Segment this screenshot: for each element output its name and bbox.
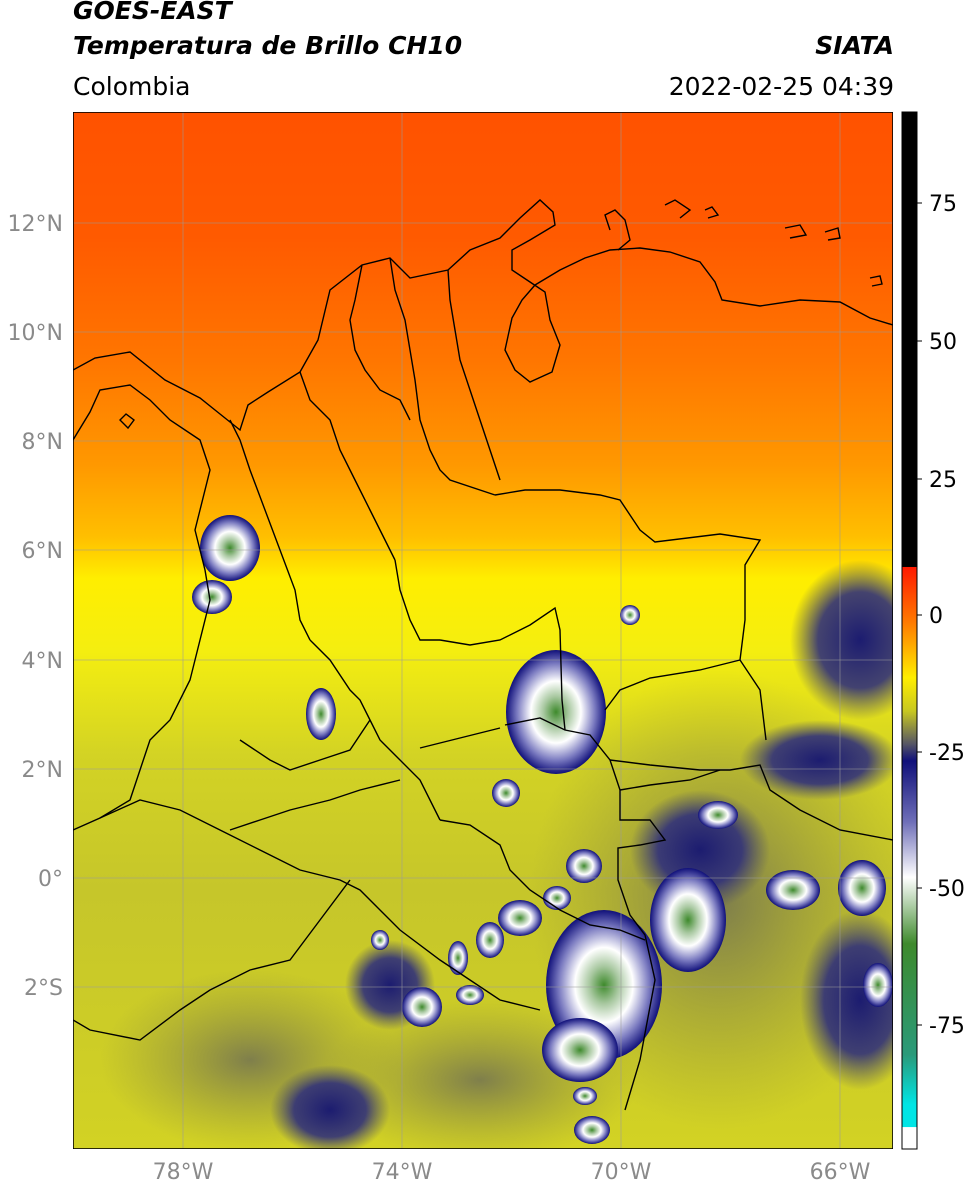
title-line1: GOES-EAST (73, 0, 232, 25)
gridlines (73, 112, 893, 1149)
lat-tick-label: 2°S (24, 976, 63, 1001)
longitude-ticks: 78°W 74°W 70°W 66°W (153, 1160, 871, 1185)
satellite-imagery (73, 112, 893, 1149)
lat-tick-label: 4°N (22, 649, 63, 674)
latitude-ticks: 12°N 10°N 8°N 6°N 4°N 2°N 0° 2°S (8, 212, 63, 1001)
colorbar-tick-label: -50 (929, 877, 965, 902)
lat-tick-label: 2°N (22, 758, 63, 783)
colorbar-tick-label: 0 (929, 604, 943, 629)
colorbar-tick-label: 25 (929, 468, 957, 493)
lat-tick-label: 12°N (8, 212, 63, 237)
colorbar-tick-label: 50 (929, 330, 957, 355)
colorbar-ticks (917, 202, 922, 1026)
lon-tick-label: 78°W (153, 1160, 214, 1185)
lat-tick-label: 10°N (8, 321, 63, 346)
title-line2: Temperatura de Brillo CH10 (73, 31, 463, 60)
lon-tick-label: 66°W (810, 1160, 871, 1185)
lon-tick-label: 74°W (372, 1160, 433, 1185)
colorbar: 75 50 25 0 -25 -50 -75 (901, 111, 965, 1150)
colorbar-tick-label: -25 (929, 741, 965, 766)
lat-tick-label: 6°N (22, 539, 63, 564)
colorbar-tick-labels: 75 50 25 0 -25 -50 -75 (929, 192, 965, 1039)
boundaries (73, 199, 893, 1111)
lat-tick-label: 8°N (22, 430, 63, 455)
lat-tick-label: 0° (38, 867, 63, 892)
lon-tick-label: 70°W (591, 1160, 652, 1185)
colorbar-tick-label: -75 (929, 1014, 965, 1039)
colorbar-tick-label: 75 (929, 192, 957, 217)
colorbar-scale (901, 111, 918, 1150)
source-label: SIATA (815, 31, 894, 60)
region-label: Colombia (73, 72, 191, 101)
timestamp-label: 2022-02-25 04:39 (668, 72, 894, 101)
